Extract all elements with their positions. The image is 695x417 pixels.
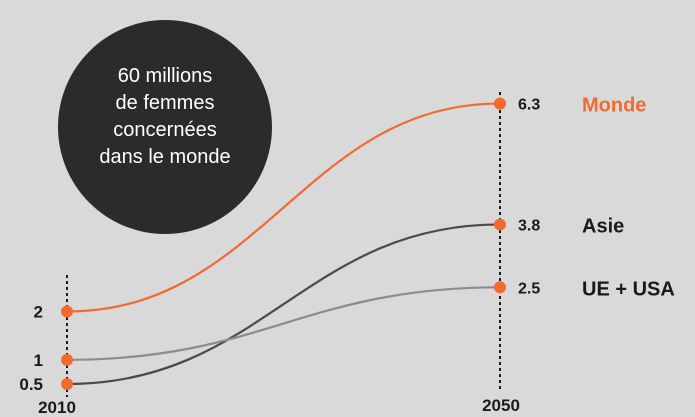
- x-tick-label-2010: 2010: [38, 398, 76, 417]
- value-label-monde-2050: 6.3: [518, 97, 540, 114]
- x-tick-label-2050: 2050: [482, 396, 520, 415]
- point-monde-2050: [494, 97, 506, 110]
- value-label-ue-usa-2010: 1: [34, 351, 43, 370]
- bubble-line-4: dans le monde: [99, 146, 230, 168]
- point-asie-2050: [494, 218, 506, 231]
- series-name-asie: Asie: [582, 215, 624, 237]
- value-label-monde-2010: 2: [34, 302, 43, 321]
- axes-layer: [66, 92, 501, 397]
- point-ue-usa-2050: [494, 281, 506, 294]
- series-line-ue-usa: [66, 286, 501, 361]
- bubble-line-2: de femmes: [116, 92, 215, 114]
- bubble-line-1: 60 millions: [118, 65, 212, 87]
- bubble-line-3: concernées: [113, 119, 216, 141]
- info-bubble-circle: [58, 20, 272, 234]
- point-monde-2010: [61, 305, 73, 318]
- series-name-monde: Monde: [582, 95, 646, 117]
- series-lines-layer: [66, 102, 501, 386]
- series-line-monde: [66, 102, 501, 313]
- point-asie-2010: [61, 378, 73, 390]
- value-label-ue-usa-2050: 2.5: [518, 280, 540, 297]
- points-layer: [61, 97, 506, 390]
- info-bubble: 60 millions de femmes concernées dans le…: [58, 20, 272, 234]
- series-name-ue-usa: UE + USA: [582, 278, 675, 300]
- value-label-asie-2050: 3.8: [518, 217, 540, 234]
- series-line-asie: [66, 223, 501, 386]
- labels-layer: 2 6.3 Monde 0.5 3.8 Asie 1 2.5 UE + USA: [19, 95, 674, 394]
- point-ue-usa-2010: [61, 353, 73, 366]
- value-label-asie-2010: 0.5: [19, 375, 43, 394]
